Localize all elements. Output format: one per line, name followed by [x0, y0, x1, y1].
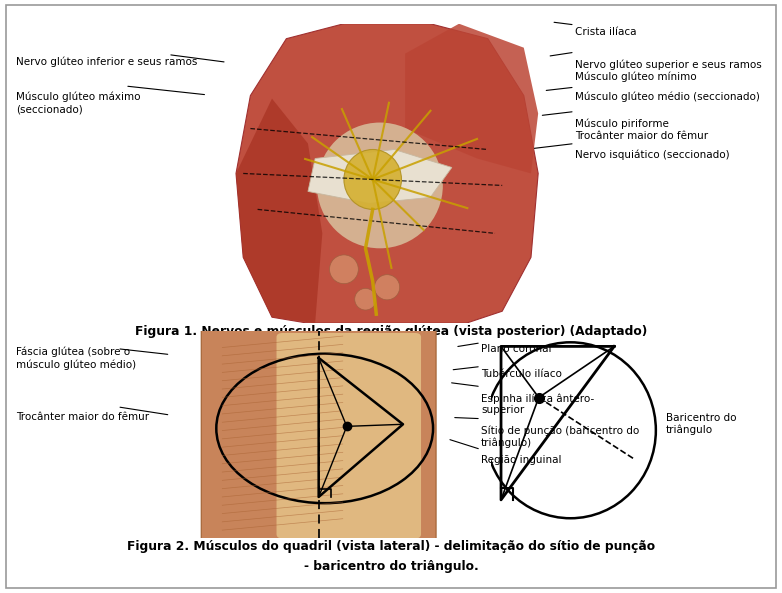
Text: Nervo isquiático (seccionado): Nervo isquiático (seccionado) — [575, 149, 730, 160]
Ellipse shape — [317, 123, 443, 248]
Polygon shape — [236, 24, 538, 323]
Ellipse shape — [355, 288, 376, 310]
Text: Figura 2. Músculos do quadril (vista lateral) - delimitação do sítio de punção: Figura 2. Músculos do quadril (vista lat… — [127, 540, 655, 553]
Text: Fáscia glútea (sobre o
músculo glúteo médio): Fáscia glútea (sobre o músculo glúteo mé… — [16, 347, 136, 369]
FancyBboxPatch shape — [277, 333, 421, 538]
FancyBboxPatch shape — [201, 323, 436, 547]
Polygon shape — [308, 149, 452, 203]
Polygon shape — [236, 98, 322, 323]
Text: Músculo piriforme
Trocânter maior do fêmur: Músculo piriforme Trocânter maior do fêm… — [575, 119, 708, 141]
Text: Músculo glúteo médio (seccionado): Músculo glúteo médio (seccionado) — [575, 92, 759, 103]
Text: Trocânter maior do fêmur: Trocânter maior do fêmur — [16, 412, 149, 422]
Text: Plano coronal: Plano coronal — [481, 344, 551, 354]
Polygon shape — [405, 24, 538, 173]
Text: Sítio de punção (baricentro do
triângulo): Sítio de punção (baricentro do triângulo… — [481, 426, 639, 448]
Text: Figura 1. Nervos e músculos da região glútea (vista posterior) (Adaptado): Figura 1. Nervos e músculos da região gl… — [135, 325, 647, 338]
Text: Baricentro do
triângulo: Baricentro do triângulo — [665, 413, 737, 435]
Text: Músculo glúteo máximo
(seccionado): Músculo glúteo máximo (seccionado) — [16, 92, 140, 114]
Text: - baricentro do triângulo.: - baricentro do triângulo. — [303, 560, 479, 573]
FancyBboxPatch shape — [6, 5, 776, 588]
Ellipse shape — [329, 255, 358, 283]
Text: Tubérculo ilíaco: Tubérculo ilíaco — [481, 369, 561, 379]
Text: (16).: (16). — [375, 344, 407, 357]
Text: Nervo glúteo inferior e seus ramos: Nervo glúteo inferior e seus ramos — [16, 56, 197, 67]
Ellipse shape — [375, 275, 400, 300]
Text: Região inguinal: Região inguinal — [481, 455, 561, 466]
Text: Espinha ilíaca ântero-
superior: Espinha ilíaca ântero- superior — [481, 393, 594, 415]
Text: Crista ilíaca: Crista ilíaca — [575, 27, 637, 37]
Text: Nervo glúteo superior e seus ramos
Músculo glúteo mínimo: Nervo glúteo superior e seus ramos Múscu… — [575, 59, 762, 82]
Ellipse shape — [344, 149, 401, 209]
